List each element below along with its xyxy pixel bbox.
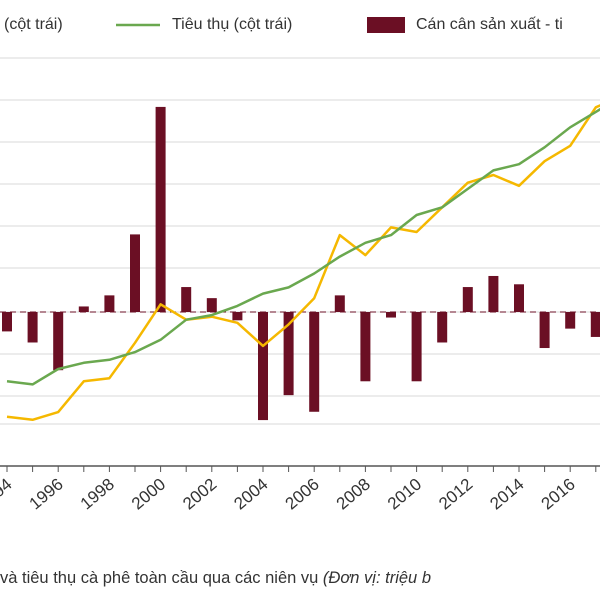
bar: [181, 287, 192, 312]
consumption-line: [6, 107, 600, 386]
bar: [155, 106, 166, 313]
legend-swatch: [367, 17, 405, 33]
bar-series: [2, 106, 600, 421]
bar: [283, 312, 294, 396]
legend-label: Tiêu thụ (cột trái): [172, 16, 292, 33]
legend-label: Cán cân sản xuất - ti: [416, 16, 563, 33]
x-tick-labels: 94 1996 1998 2000 2002 2004 2006 2008 2010 2012 20…: [0, 475, 579, 514]
caption-unit-note: (Đơn vị: triệu b: [322, 569, 431, 587]
x-tick-label: 1996: [26, 475, 67, 514]
x-axis: [0, 465, 600, 472]
bar: [539, 312, 550, 349]
bar: [514, 284, 524, 312]
chart-caption: và tiêu thụ cà phê toàn cầu qua các niên…: [0, 569, 431, 588]
bar: [206, 298, 217, 312]
line-series: [6, 104, 600, 422]
x-tick-label: 2004: [230, 475, 271, 514]
x-tick-label: 1998: [77, 475, 118, 514]
bar: [258, 312, 268, 421]
x-tick-label: 2008: [333, 475, 374, 514]
bar: [437, 312, 448, 343]
bar: [53, 312, 64, 371]
bar: [565, 312, 576, 329]
caption-main: và tiêu thụ cà phê toàn cầu qua các niên…: [0, 569, 323, 587]
gridlines: [0, 57, 600, 425]
x-tick-label: 2016: [538, 475, 579, 514]
bar: [360, 312, 371, 382]
bar: [411, 312, 422, 382]
x-tick-label: 2014: [486, 475, 527, 514]
x-tick-label: 2006: [282, 475, 323, 514]
bar: [334, 295, 345, 312]
bar: [2, 312, 12, 332]
x-tick-label: 2010: [384, 475, 425, 514]
bar: [590, 312, 600, 337]
legend-label: (cột trái): [4, 16, 63, 33]
x-tick-label: 2002: [179, 475, 220, 514]
bar: [488, 275, 499, 312]
bar: [130, 234, 140, 312]
x-tick-label: 2012: [435, 475, 476, 514]
x-tick-label: 2000: [128, 475, 169, 514]
legend: (cột trái) Tiêu thụ (cột trái) Cán cân sản…: [4, 16, 563, 33]
bar: [309, 312, 320, 412]
production-line: [6, 104, 600, 422]
bar: [232, 312, 243, 321]
bar: [462, 287, 473, 312]
bar: [27, 312, 38, 343]
bar: [104, 295, 115, 312]
bar: [386, 312, 396, 318]
x-tick-label: 94: [0, 475, 16, 502]
bar: [78, 306, 89, 312]
